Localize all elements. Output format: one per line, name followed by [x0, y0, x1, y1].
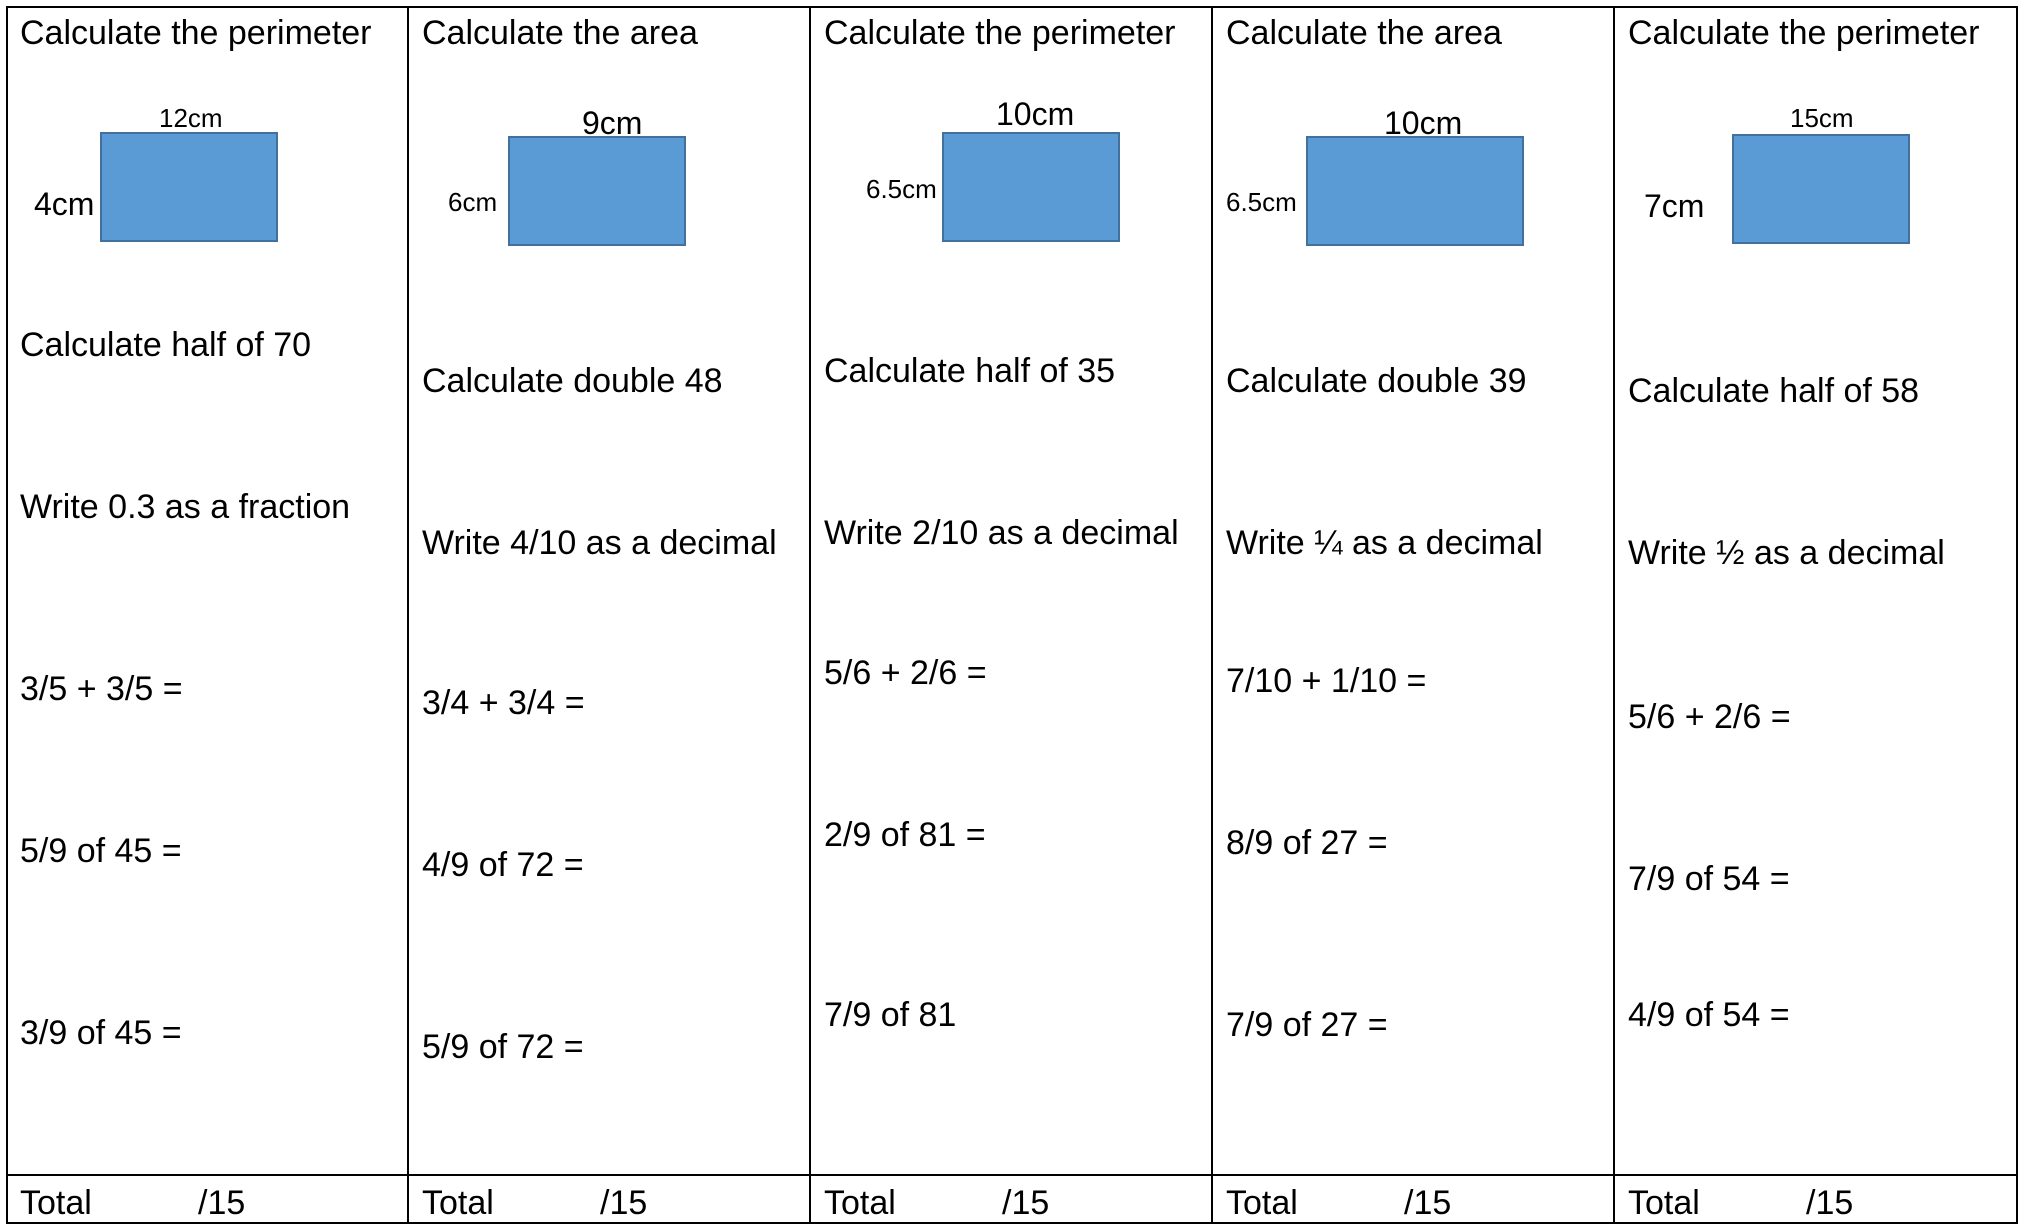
- question-3: 3/4 + 3/4 =: [422, 684, 585, 722]
- grid-line-top: [6, 6, 2018, 8]
- column-heading: Calculate the area: [1226, 14, 1502, 52]
- question-5: 4/9 of 54 =: [1628, 996, 1790, 1034]
- grid-line-vertical: [407, 6, 409, 1224]
- total-label: Total: [20, 1184, 92, 1222]
- grid-line-vertical: [2016, 6, 2018, 1224]
- question-5: 7/9 of 27 =: [1226, 1006, 1388, 1044]
- rectangle-shape: [942, 132, 1120, 242]
- column-2: Calculate the area 9cm 6cm Calculate dou…: [408, 6, 810, 1224]
- column-3: Calculate the perimeter 10cm 6.5cm Calcu…: [810, 6, 1212, 1224]
- width-label: 10cm: [996, 96, 1075, 132]
- total-label: Total: [422, 1184, 494, 1222]
- worksheet: Calculate the perimeter 12cm 4cm Calcula…: [6, 6, 2016, 1224]
- question-1: Calculate double 39: [1226, 362, 1527, 400]
- total-label: Total: [824, 1184, 896, 1222]
- column-5: Calculate the perimeter 15cm 7cm Calcula…: [1614, 6, 2016, 1224]
- grid-line-vertical: [809, 6, 811, 1224]
- question-1: Calculate double 48: [422, 362, 723, 400]
- question-4: 7/9 of 54 =: [1628, 860, 1790, 898]
- total-max: /15: [1806, 1184, 1854, 1222]
- column-heading: Calculate the perimeter: [20, 14, 372, 52]
- height-label: 7cm: [1644, 188, 1705, 224]
- question-4: 2/9 of 81 =: [824, 816, 986, 854]
- rectangle-shape: [1306, 136, 1524, 246]
- question-5: 7/9 of 81: [824, 996, 957, 1034]
- total-max: /15: [1404, 1184, 1452, 1222]
- column-4: Calculate the area 10cm 6.5cm Calculate …: [1212, 6, 1614, 1224]
- height-label: 4cm: [34, 186, 95, 222]
- question-3: 3/5 + 3/5 =: [20, 670, 183, 708]
- width-label: 9cm: [582, 105, 643, 141]
- question-3: 7/10 + 1/10 =: [1226, 662, 1427, 700]
- total-max: /15: [198, 1184, 246, 1222]
- total-label: Total: [1628, 1184, 1700, 1222]
- question-1: Calculate half of 70: [20, 326, 312, 364]
- grid-line-vertical: [1211, 6, 1213, 1224]
- question-4: 5/9 of 45 =: [20, 832, 182, 870]
- grid-line-bottom: [6, 1222, 2018, 1224]
- question-5: 5/9 of 72 =: [422, 1028, 584, 1066]
- rectangle-shape: [100, 132, 278, 242]
- question-2: Write 0.3 as a fraction: [20, 488, 351, 526]
- question-3: 5/6 + 2/6 =: [824, 654, 987, 692]
- question-1: Calculate half of 35: [824, 352, 1116, 390]
- question-2: Write 4/10 as a decimal: [422, 524, 777, 562]
- question-2: Write 2/10 as a decimal: [824, 514, 1179, 552]
- grid-line-vertical: [6, 6, 8, 1224]
- height-label: 6cm: [448, 187, 498, 217]
- total-label: Total: [1226, 1184, 1298, 1222]
- rectangle-shape: [1732, 134, 1910, 244]
- column-heading: Calculate the perimeter: [824, 14, 1176, 52]
- total-max: /15: [1002, 1184, 1050, 1222]
- grid-line-total-row: [6, 1174, 2018, 1176]
- question-3: 5/6 + 2/6 =: [1628, 698, 1791, 736]
- column-heading: Calculate the area: [422, 14, 698, 52]
- width-label: 10cm: [1384, 105, 1463, 141]
- rectangle-shape: [508, 136, 686, 246]
- width-label: 12cm: [159, 103, 223, 133]
- width-label: 15cm: [1790, 103, 1854, 133]
- question-4: 8/9 of 27 =: [1226, 824, 1388, 862]
- question-1: Calculate half of 58: [1628, 372, 1920, 410]
- height-label: 6.5cm: [1226, 187, 1297, 217]
- question-2: Write ¼ as a decimal: [1226, 524, 1543, 562]
- question-4: 4/9 of 72 =: [422, 846, 584, 884]
- total-max: /15: [600, 1184, 648, 1222]
- height-label: 6.5cm: [866, 174, 937, 204]
- grid-line-vertical: [1613, 6, 1615, 1224]
- column-1: Calculate the perimeter 12cm 4cm Calcula…: [6, 6, 408, 1224]
- question-5: 3/9 of 45 =: [20, 1014, 182, 1052]
- column-heading: Calculate the perimeter: [1628, 14, 1980, 52]
- question-2: Write ½ as a decimal: [1628, 534, 1945, 572]
